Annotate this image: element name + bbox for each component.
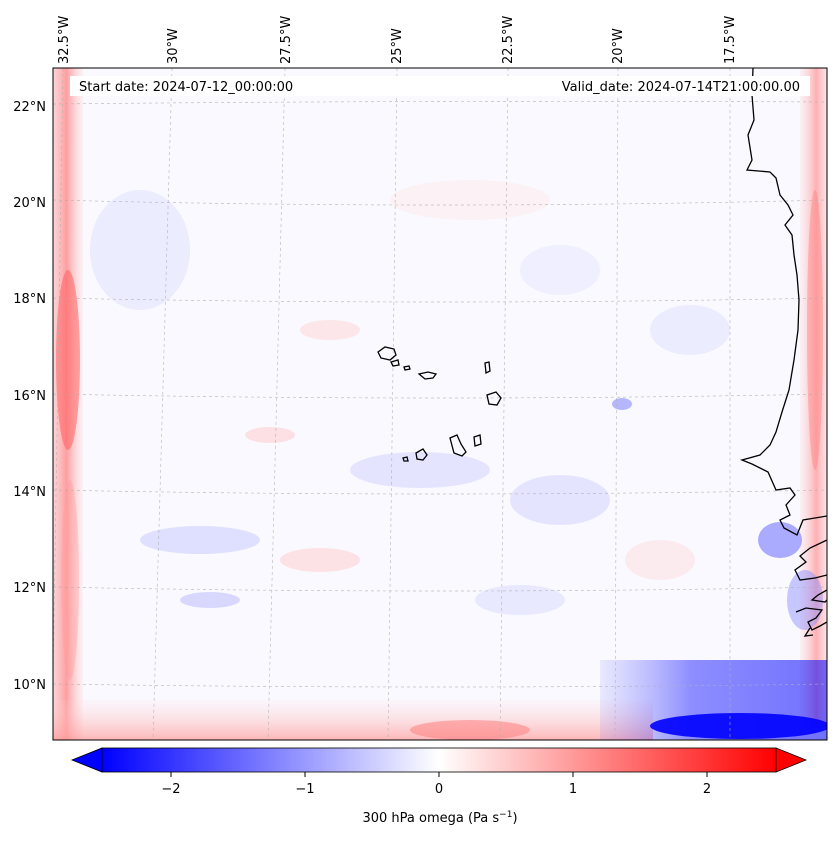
colorbar-label-end: ) — [512, 811, 517, 826]
lon-label-20w: 20°W — [611, 28, 626, 64]
colorbar-tick-label: 0 — [435, 782, 443, 797]
graticule — [53, 68, 827, 740]
island-boa-vista — [486, 391, 502, 406]
lon-label-17-5w: 17.5°W — [723, 16, 738, 64]
map-background — [53, 68, 827, 740]
africa-coastline — [739, 68, 827, 536]
lat-label-14n: 14°N — [13, 485, 46, 500]
colorbar-tick-label: −1 — [295, 782, 314, 797]
valid-date-label: Valid_date: 2024-07-14T21:00:00.00 — [562, 80, 800, 95]
lat-label-16n: 16°N — [13, 389, 46, 404]
lat-label-12n: 12°N — [13, 581, 46, 596]
lon-label-27-5w: 27.5°W — [279, 16, 294, 64]
lon-label-32-5w: 32.5°W — [57, 16, 72, 64]
island-santa-luzia — [403, 365, 411, 371]
island-brava — [402, 456, 409, 462]
island-santiago — [449, 434, 467, 457]
colorbar-tick-label: 1 — [569, 782, 577, 797]
colorbar-label-exponent: −1 — [499, 810, 512, 820]
colorbar-gradient — [101, 747, 777, 773]
lon-label-30w: 30°W — [166, 28, 181, 64]
lat-label-20n: 20°N — [13, 196, 46, 211]
colorbar-tick-label: −2 — [161, 782, 180, 797]
start-date-label: Start date: 2024-07-12_00:00:00 — [79, 80, 293, 95]
lat-label-10n: 10°N — [13, 678, 46, 693]
longitude-labels: 32.5°W 30°W 27.5°W 25°W 22.5°W 20°W 17.5… — [57, 16, 738, 64]
island-sao-vicente — [390, 359, 400, 367]
colorbar-left-extension — [70, 747, 103, 773]
guinea-coastline — [795, 589, 827, 637]
map-panel: Start date: 2024-07-12_00:00:00 Valid_da… — [53, 68, 827, 740]
island-maio — [473, 434, 482, 447]
map-frame — [52, 67, 828, 741]
island-sao-nicolau — [417, 371, 438, 380]
colorbar-label-main: 300 hPa omega (Pa s — [362, 811, 499, 826]
lat-label-22n: 22°N — [13, 100, 46, 115]
island-sal — [484, 361, 491, 375]
colorbar-right-extension — [775, 747, 808, 773]
guinea-bissau-coastline — [794, 539, 827, 581]
lat-label-18n: 18°N — [13, 292, 46, 307]
colorbar-tick-labels: −2 −1 0 1 2 — [161, 782, 711, 797]
colorbar-tick-label: 2 — [703, 782, 711, 797]
lon-label-22-5w: 22.5°W — [501, 16, 516, 64]
coastlines — [377, 68, 827, 637]
colorbar-label: 300 hPa omega (Pa s−1) — [362, 810, 517, 826]
date-header-band — [70, 76, 810, 96]
colorbar: −2 −1 0 1 2 300 hPa omega (Pa s−1) — [70, 747, 808, 826]
island-santo-antao — [377, 346, 397, 361]
omega-field — [53, 68, 827, 740]
latitude-labels: 22°N 20°N 18°N 16°N 14°N 12°N 10°N — [13, 100, 46, 693]
island-fogo — [415, 448, 428, 461]
lon-label-25w: 25°W — [390, 28, 405, 64]
colorbar-ticks — [170, 772, 708, 777]
